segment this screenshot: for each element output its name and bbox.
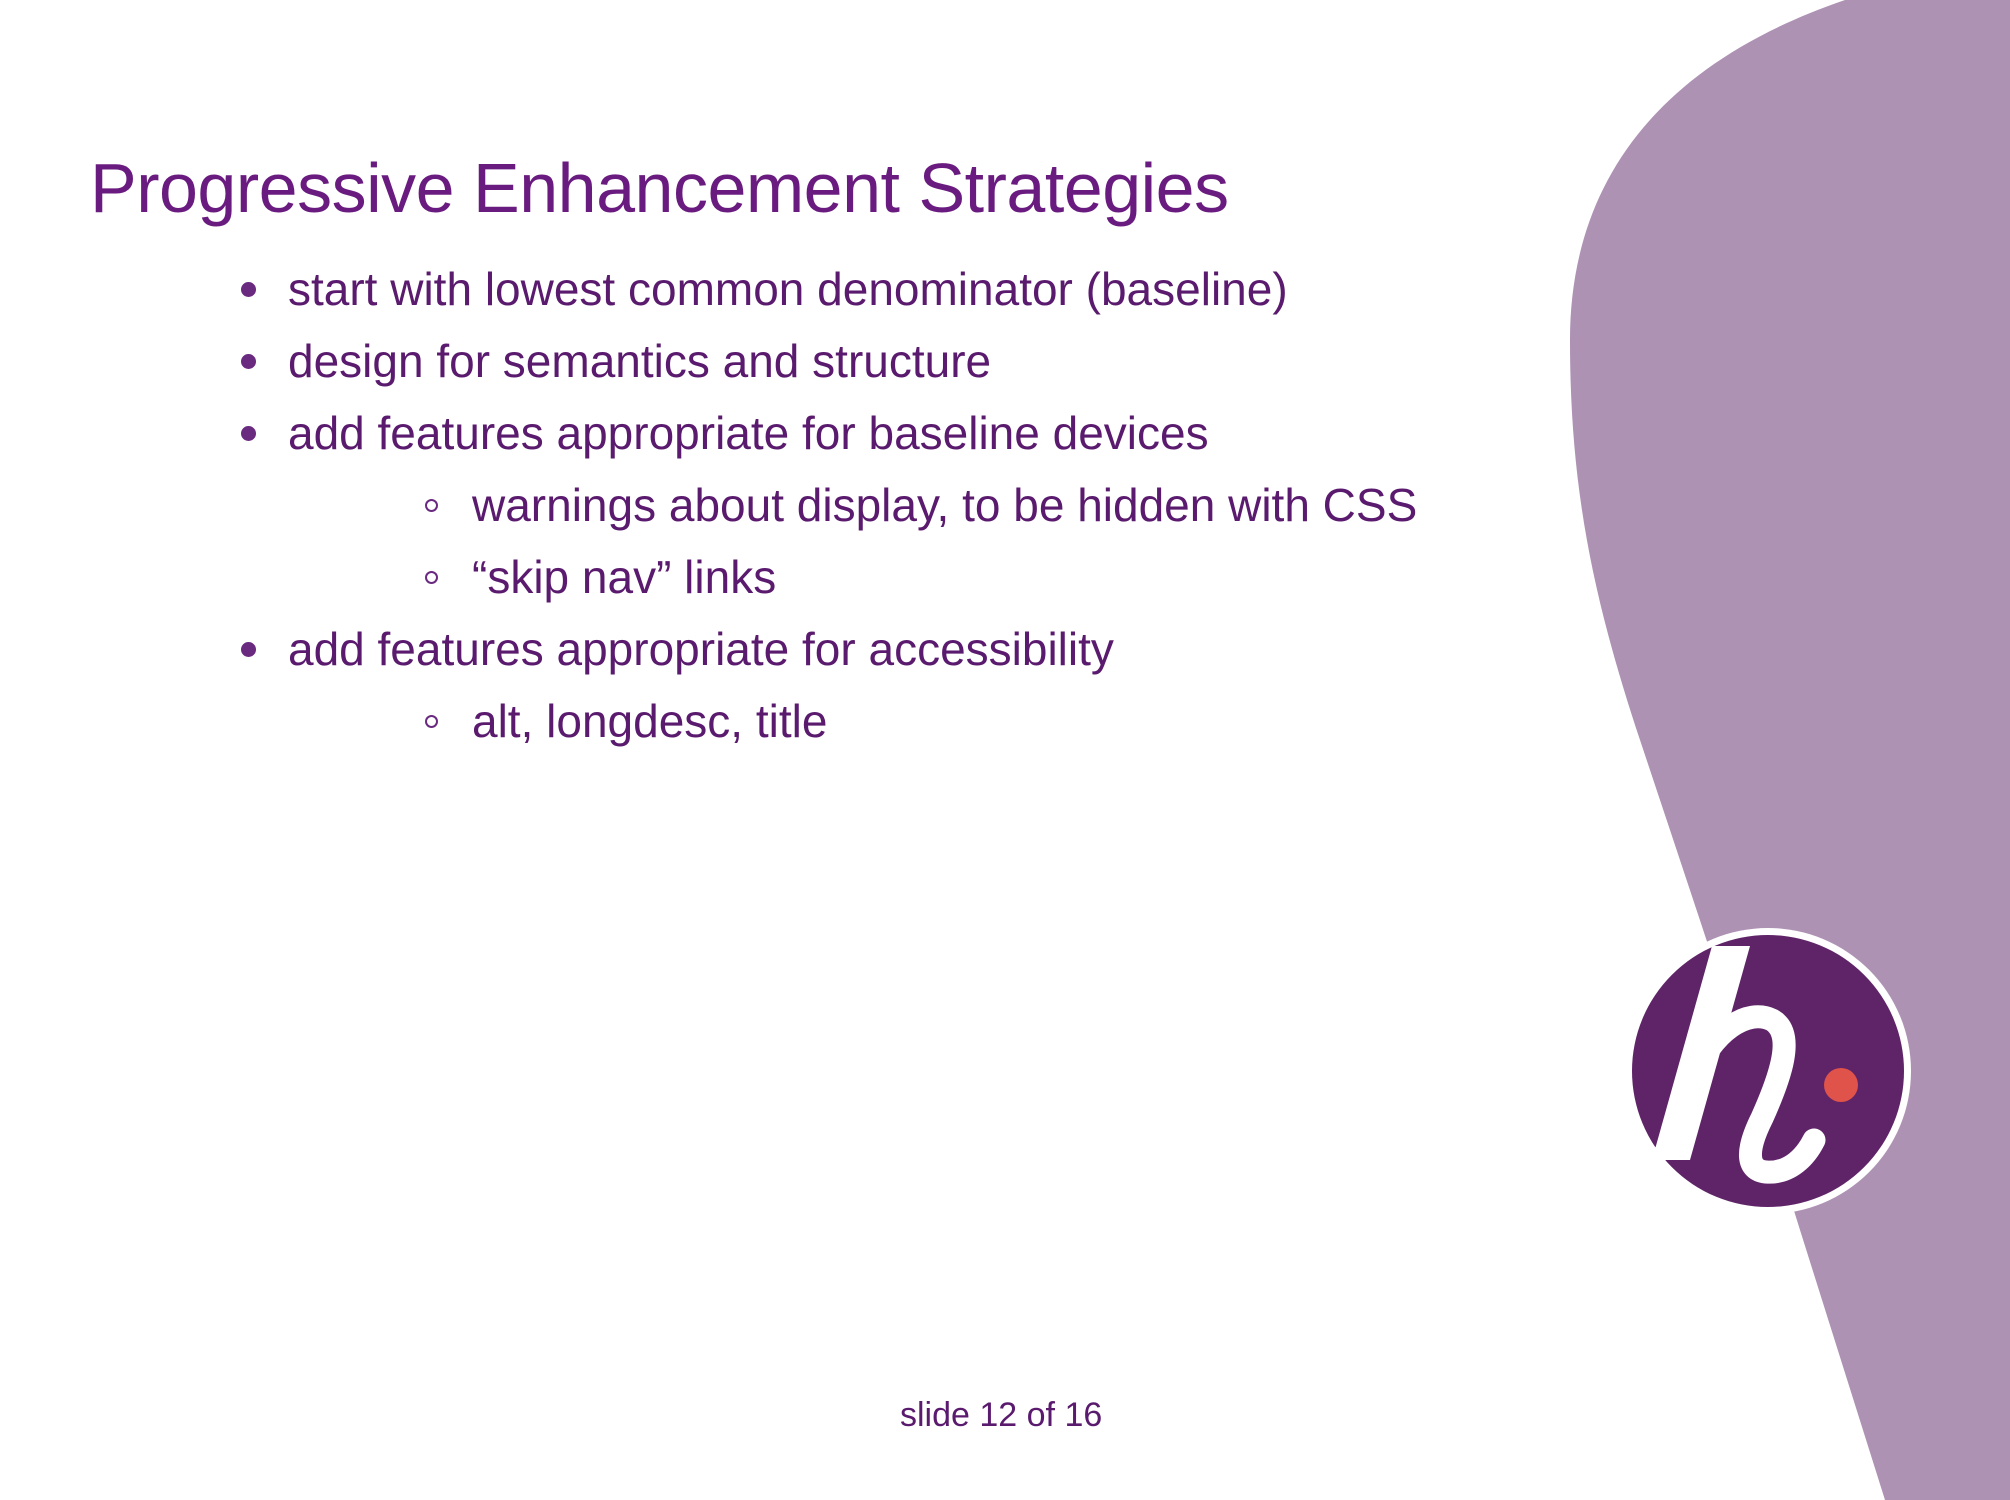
h-logo-icon [1625, 928, 1911, 1214]
sub-bullet-marker [425, 571, 438, 584]
slide-title: Progressive Enhancement Strategies [90, 149, 1229, 227]
bullet-marker [241, 642, 256, 657]
bullet-text: add features appropriate for accessibili… [288, 623, 1114, 675]
sub-bullet-text: warnings about display, to be hidden wit… [472, 479, 1418, 531]
purple-swoosh-shape [1570, 0, 2010, 1500]
bullet-marker [241, 354, 256, 369]
slide-counter: slide 12 of 16 [900, 1396, 1103, 1434]
sub-bullet-text: alt, longdesc, title [472, 695, 828, 747]
bullet-marker [241, 426, 256, 441]
sub-bullet-text: “skip nav” links [472, 551, 777, 603]
bullet-text: start with lowest common denominator (ba… [288, 263, 1288, 315]
logo-h-arch [1680, 1005, 1826, 1184]
sub-bullet-marker [425, 715, 438, 728]
logo-dot [1824, 1068, 1858, 1102]
bullet-text: design for semantics and structure [288, 335, 992, 387]
bullet-text: add features appropriate for baseline de… [288, 407, 1209, 459]
bullet-marker [241, 282, 256, 297]
sub-bullet-marker [425, 499, 438, 512]
